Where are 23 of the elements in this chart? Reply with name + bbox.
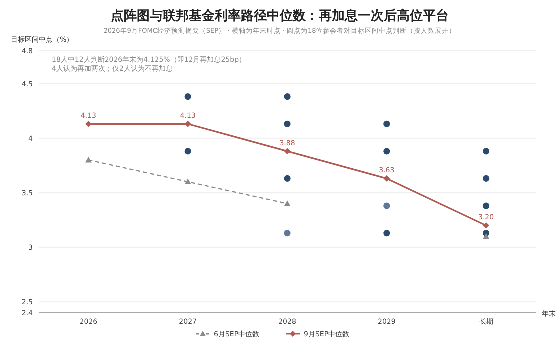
point (284, 200, 291, 206)
point (483, 202, 490, 210)
point (184, 94, 192, 100)
point (184, 178, 192, 185)
point (384, 148, 390, 155)
point (284, 230, 291, 237)
chart-title: 点阵图与联邦基金利率路径中位数：再加息一次后高位平台 (111, 8, 449, 24)
point (184, 148, 192, 155)
point (483, 233, 490, 240)
point (86, 156, 92, 163)
point (384, 230, 390, 237)
point (86, 120, 92, 128)
point (284, 120, 291, 128)
point (483, 222, 490, 229)
point (384, 202, 390, 210)
point (483, 148, 490, 155)
point (384, 176, 390, 182)
point (384, 120, 390, 128)
point (184, 120, 192, 128)
point (284, 94, 291, 100)
point (284, 175, 291, 182)
point (284, 148, 291, 155)
point (483, 175, 490, 182)
